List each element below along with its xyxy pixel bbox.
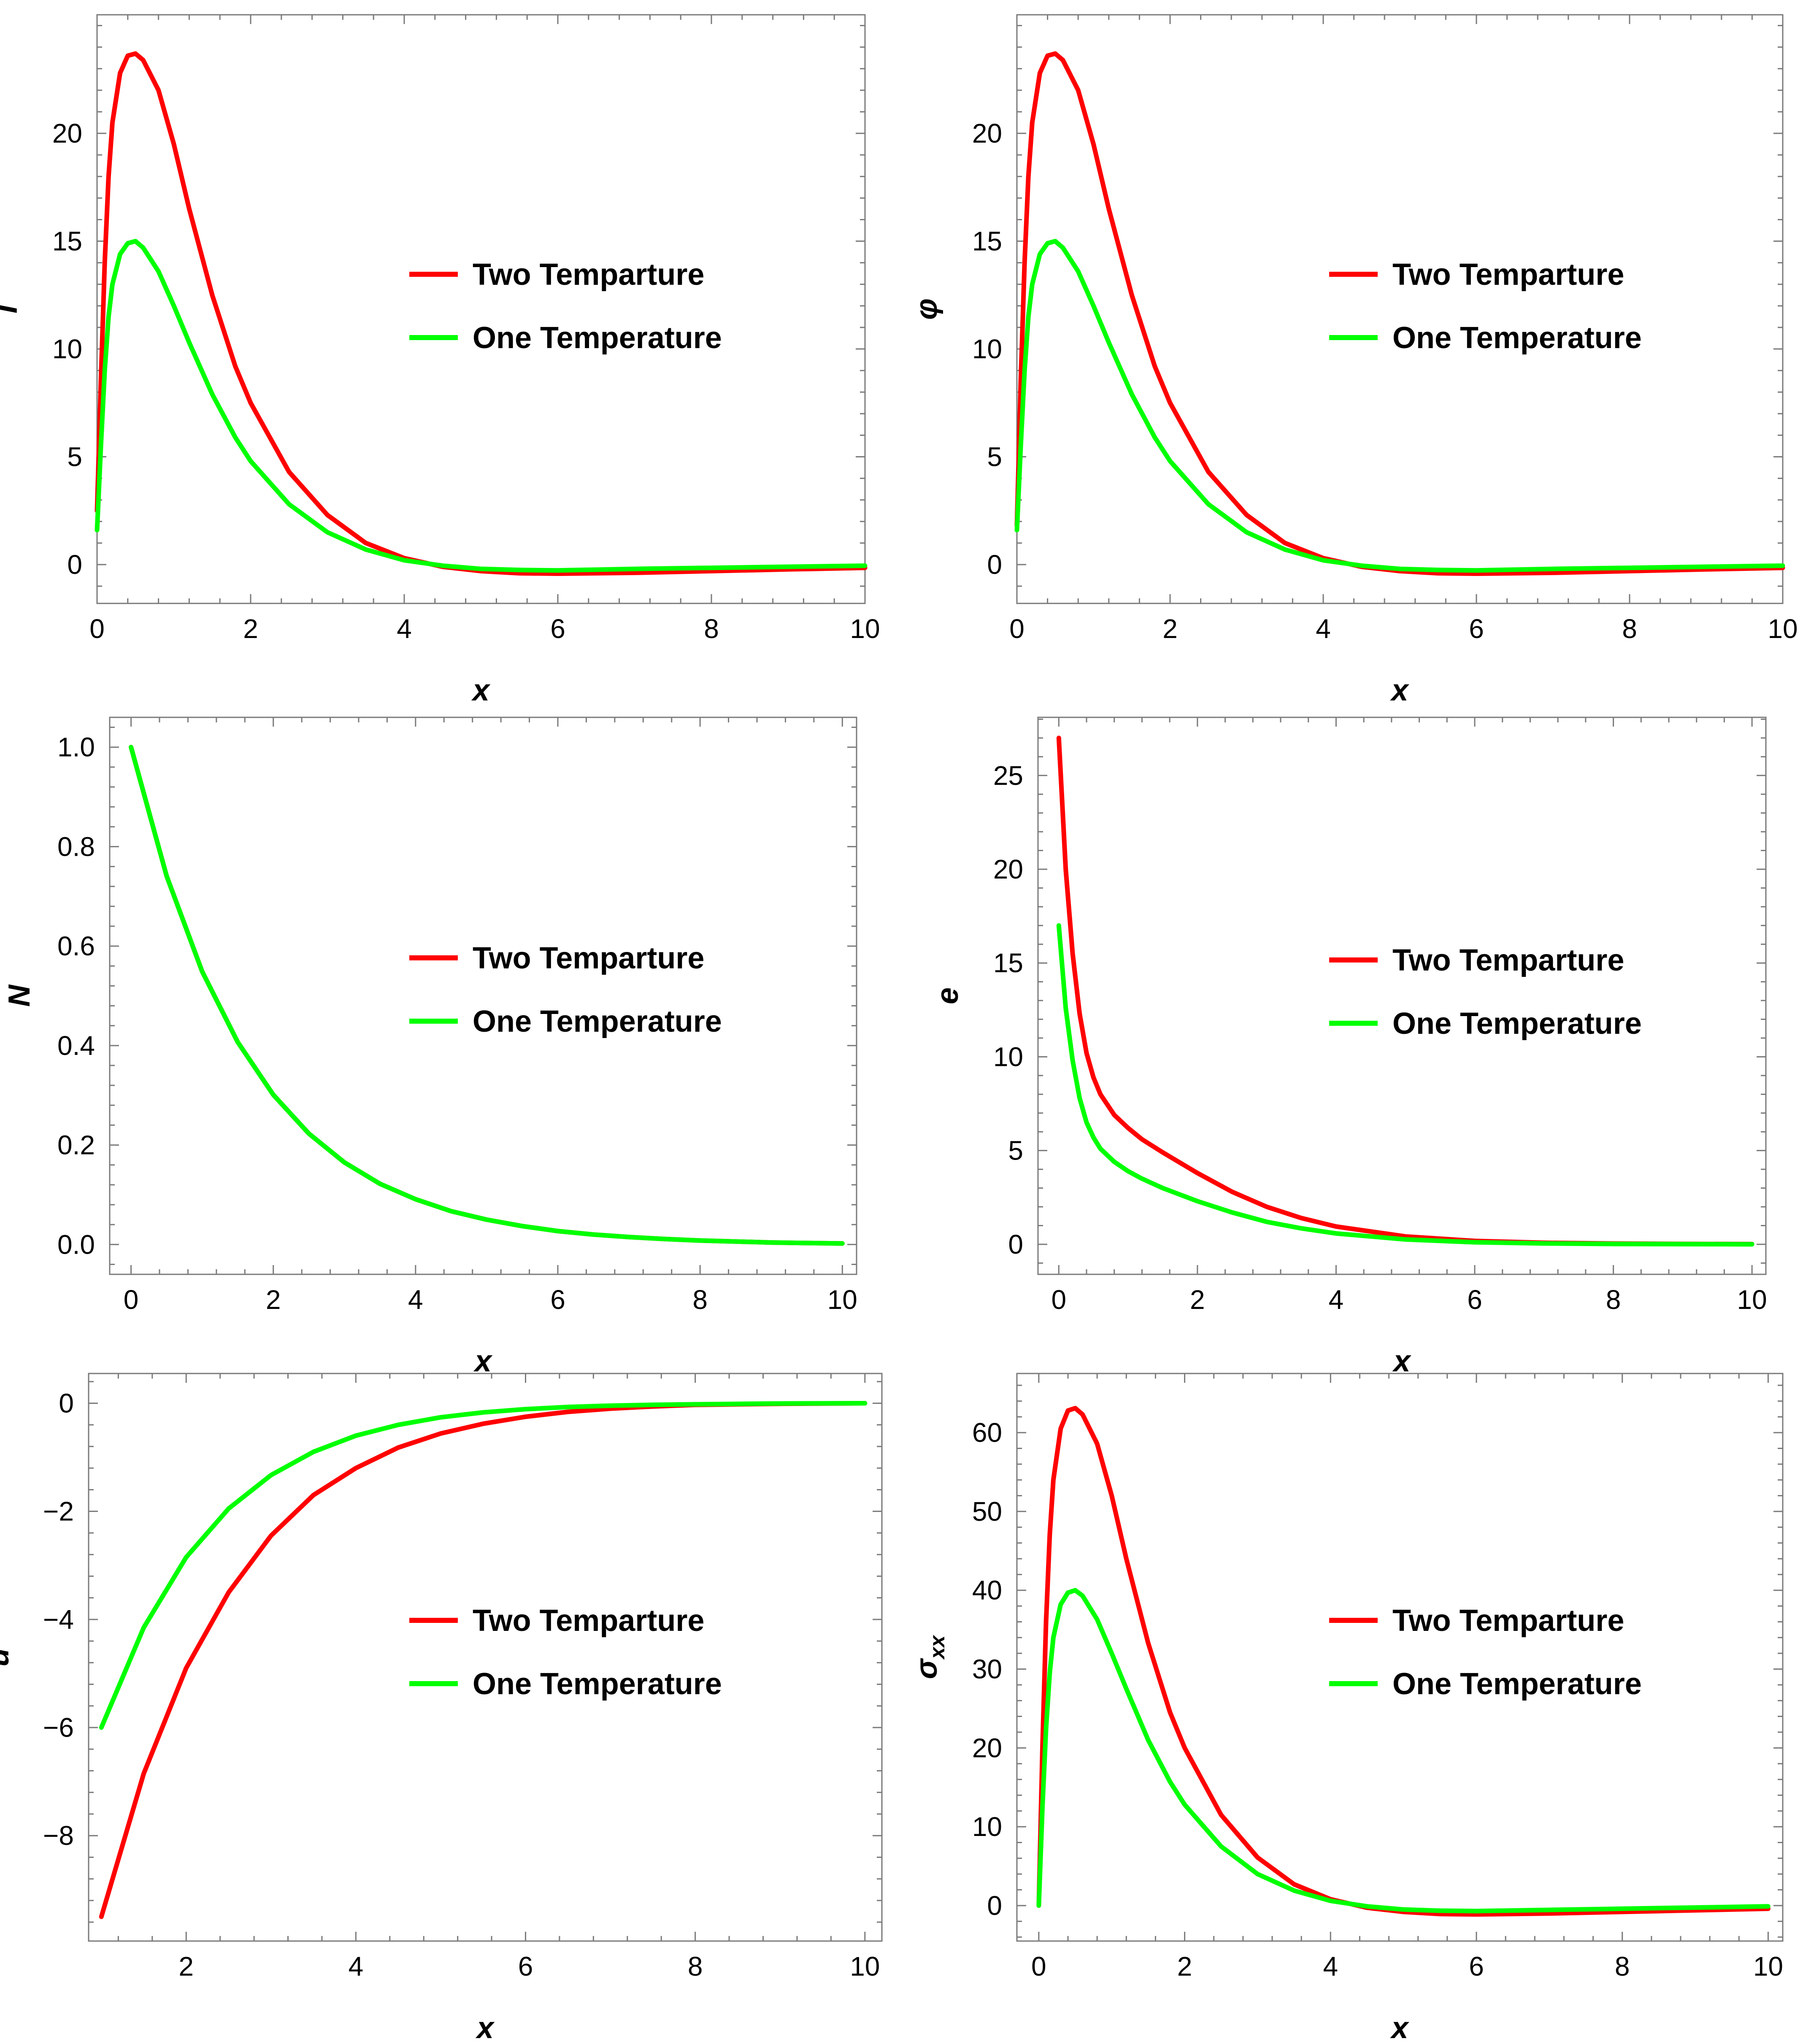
x-tick-label: 0 — [124, 1284, 139, 1315]
y-tick-label: 0 — [67, 549, 82, 580]
y-tick-label: 0.6 — [57, 931, 95, 961]
x-tick-label: 8 — [1606, 1284, 1621, 1315]
y-tick-label: 10 — [972, 334, 1002, 364]
y-tick-label: 0.2 — [57, 1130, 95, 1160]
y-tick-label: −6 — [43, 1712, 74, 1743]
y-tick-label: 20 — [972, 118, 1002, 149]
y-tick-label: 0 — [1008, 1229, 1023, 1260]
y-tick-label: 0.8 — [57, 831, 95, 862]
y-tick-label: 15 — [972, 226, 1002, 257]
y-tick-label: 10 — [972, 1811, 1002, 1842]
x-tick-label: 4 — [349, 1951, 364, 1982]
x-tick-label: 4 — [1316, 614, 1331, 644]
x-tick-label: 4 — [397, 614, 412, 644]
x-tick-label: 6 — [1469, 614, 1484, 644]
x-tick-label: 2 — [266, 1284, 281, 1315]
y-tick-label: 0.4 — [57, 1030, 95, 1061]
x-tick-label: 6 — [550, 1284, 565, 1315]
x-tick-label: 6 — [518, 1951, 533, 1982]
x-tick-label: 0 — [1031, 1951, 1046, 1982]
y-tick-label: 15 — [52, 226, 82, 257]
y-axis-title: T — [0, 297, 24, 318]
x-tick-label: 10 — [850, 614, 880, 644]
y-tick-label: −4 — [43, 1604, 74, 1635]
x-tick-label: 0 — [1009, 614, 1024, 644]
y-tick-label: 30 — [972, 1654, 1002, 1684]
legend-label: Two Temparture — [1392, 944, 1624, 977]
x-axis-title: x — [1389, 673, 1409, 707]
y-tick-label: 60 — [972, 1417, 1002, 1448]
x-axis-title: x — [471, 673, 491, 707]
legend-label: One Temperature — [1392, 1667, 1642, 1701]
y-axis-title: u — [0, 1648, 15, 1667]
y-tick-label: 50 — [972, 1496, 1002, 1527]
x-tick-label: 10 — [1753, 1951, 1783, 1982]
x-axis-title: x — [475, 2011, 495, 2044]
legend-label: Two Temparture — [1392, 258, 1624, 292]
x-tick-label: 6 — [550, 614, 565, 644]
legend-label: One Temperature — [1392, 321, 1642, 355]
y-tick-label: 10 — [993, 1041, 1023, 1072]
x-tick-label: 6 — [1469, 1951, 1484, 1982]
x-tick-label: 8 — [1622, 614, 1637, 644]
y-tick-label: 25 — [993, 760, 1023, 791]
y-tick-label: 20 — [972, 1733, 1002, 1763]
x-tick-label: 10 — [850, 1951, 880, 1982]
x-tick-label: 10 — [1737, 1284, 1767, 1315]
legend-label: One Temperature — [473, 321, 722, 355]
x-tick-label: 6 — [1467, 1284, 1482, 1315]
x-axis-title: x — [1389, 2011, 1409, 2044]
legend-label: Two Temparture — [473, 941, 704, 975]
legend-label: One Temperature — [1392, 1007, 1642, 1041]
y-tick-label: 15 — [993, 948, 1023, 978]
y-tick-label: 1.0 — [57, 732, 95, 762]
legend-label: One Temperature — [473, 1667, 722, 1701]
legend-label: Two Temparture — [473, 258, 704, 292]
x-tick-label: 8 — [704, 614, 719, 644]
figure: 024681005101520xTTwo TempartureOne Tempe… — [0, 0, 1803, 2044]
x-tick-label: 4 — [1323, 1951, 1338, 1982]
x-tick-label: 2 — [1177, 1951, 1192, 1982]
y-axis-title: e — [931, 987, 965, 1004]
x-tick-label: 8 — [692, 1284, 708, 1315]
y-tick-label: 40 — [972, 1575, 1002, 1606]
y-tick-label: 20 — [993, 854, 1023, 884]
x-tick-label: 4 — [1329, 1284, 1344, 1315]
y-tick-label: −2 — [43, 1496, 74, 1527]
x-tick-label: 4 — [408, 1284, 423, 1315]
legend-label: Two Temparture — [473, 1604, 704, 1638]
x-tick-label: 10 — [1768, 614, 1798, 644]
y-tick-label: 10 — [52, 334, 82, 364]
y-tick-label: 20 — [52, 118, 82, 149]
x-tick-label: 2 — [178, 1951, 194, 1982]
y-tick-label: 0 — [987, 549, 1002, 580]
x-tick-label: 2 — [243, 614, 258, 644]
x-tick-label: 2 — [1162, 614, 1178, 644]
y-tick-label: 5 — [987, 442, 1002, 472]
legend-label: Two Temparture — [1392, 1604, 1624, 1638]
x-tick-label: 0 — [1051, 1284, 1066, 1315]
x-tick-label: 2 — [1190, 1284, 1205, 1315]
legend-label: One Temperature — [473, 1005, 722, 1038]
y-tick-label: 0 — [987, 1890, 1002, 1921]
x-tick-label: 0 — [89, 614, 105, 644]
x-tick-label: 10 — [827, 1284, 857, 1315]
y-tick-label: 0.0 — [57, 1229, 95, 1260]
y-axis-title: N — [3, 984, 36, 1007]
y-tick-label: −8 — [43, 1820, 74, 1851]
y-axis-subscript: xx — [925, 1635, 949, 1660]
x-tick-label: 8 — [1615, 1951, 1630, 1982]
y-axis-title: φ — [910, 298, 943, 320]
y-tick-label: 5 — [1008, 1136, 1023, 1166]
y-tick-label: 0 — [59, 1388, 74, 1418]
y-tick-label: 5 — [67, 442, 82, 472]
x-tick-label: 8 — [688, 1951, 703, 1982]
